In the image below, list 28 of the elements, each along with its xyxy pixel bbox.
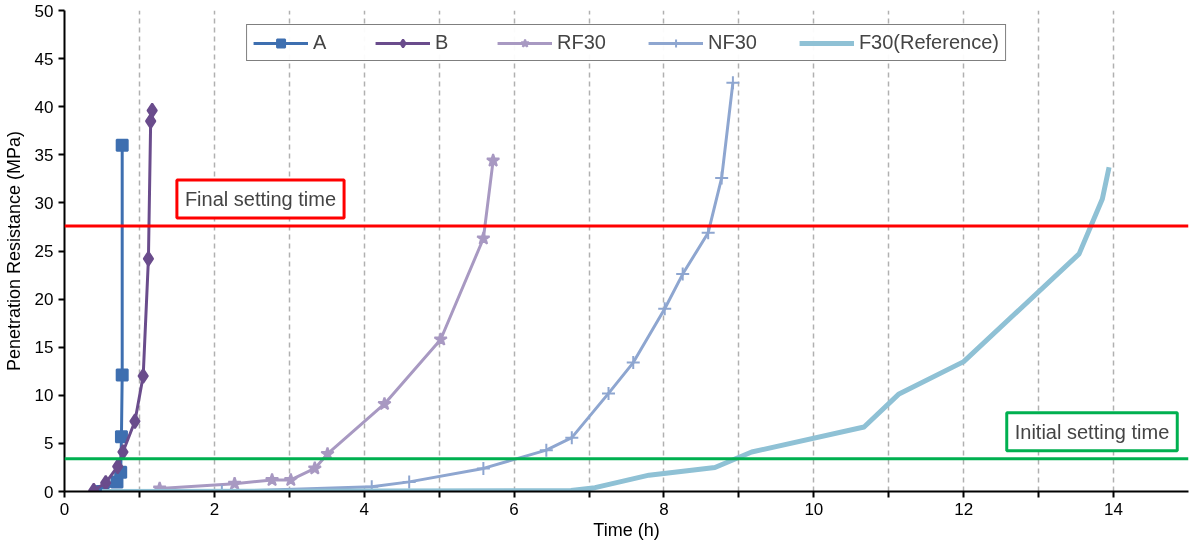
x-tick-label: 12 (954, 499, 974, 519)
y-axis-title: Penetration Resistance (MPa) (3, 130, 24, 372)
y-tick-label: 0 (44, 482, 54, 502)
y-tick-label: 10 (34, 386, 54, 406)
x-tick-label: 2 (209, 499, 220, 519)
y-tick-label: 30 (34, 193, 54, 213)
y-tick-label: 45 (34, 49, 54, 69)
x-tick-label: 6 (509, 499, 519, 519)
y-tick-label: 25 (34, 242, 54, 261)
x-tick-label: 0 (59, 499, 70, 519)
x-tick-label: 10 (804, 499, 824, 519)
x-tick-label: 8 (659, 499, 669, 519)
x-tick-label: 4 (359, 499, 369, 519)
ref-line-label: Final setting time (184, 187, 337, 210)
y-tick-label: 40 (34, 97, 54, 117)
legend-label: F30(Reference) (858, 31, 999, 54)
legend-label: B (435, 31, 450, 54)
legend-label: RF30 (557, 31, 606, 54)
legend-label: NF30 (707, 31, 757, 54)
y-tick-label: 50 (34, 1, 54, 21)
x-axis-title: Time (h) (593, 519, 660, 540)
y-tick-label: 15 (34, 338, 54, 358)
y-tick-label: 5 (44, 434, 54, 454)
x-tick-label: 14 (1104, 499, 1124, 519)
y-tick-label: 35 (34, 145, 54, 165)
legend-label: A (313, 31, 328, 54)
y-tick-label: 20 (34, 290, 54, 310)
ref-line-label: Initial setting time (1014, 420, 1170, 443)
